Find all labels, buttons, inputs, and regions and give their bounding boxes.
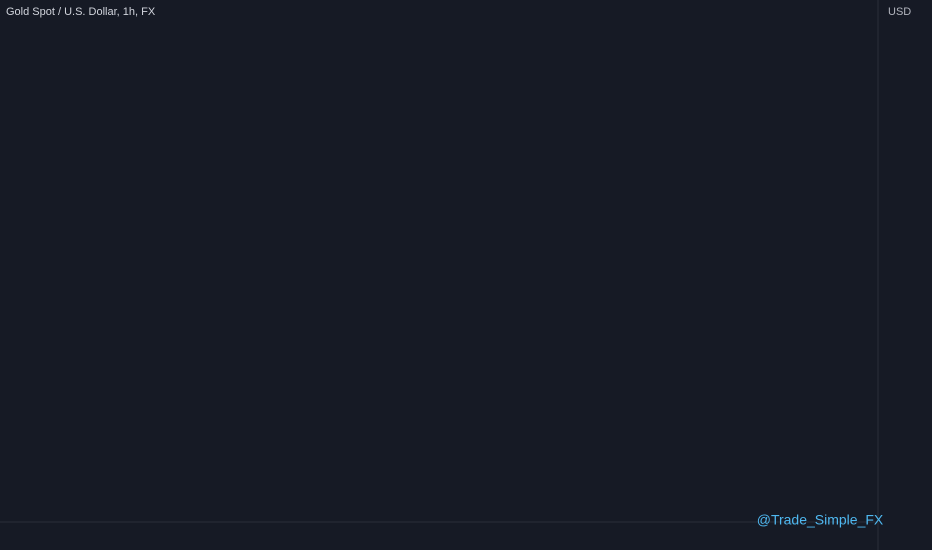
currency: USD xyxy=(888,6,911,18)
watermark: @Trade_Simple_FX xyxy=(757,512,884,528)
chart-title: Gold Spot / U.S. Dollar, 1h, FX xyxy=(6,6,156,18)
